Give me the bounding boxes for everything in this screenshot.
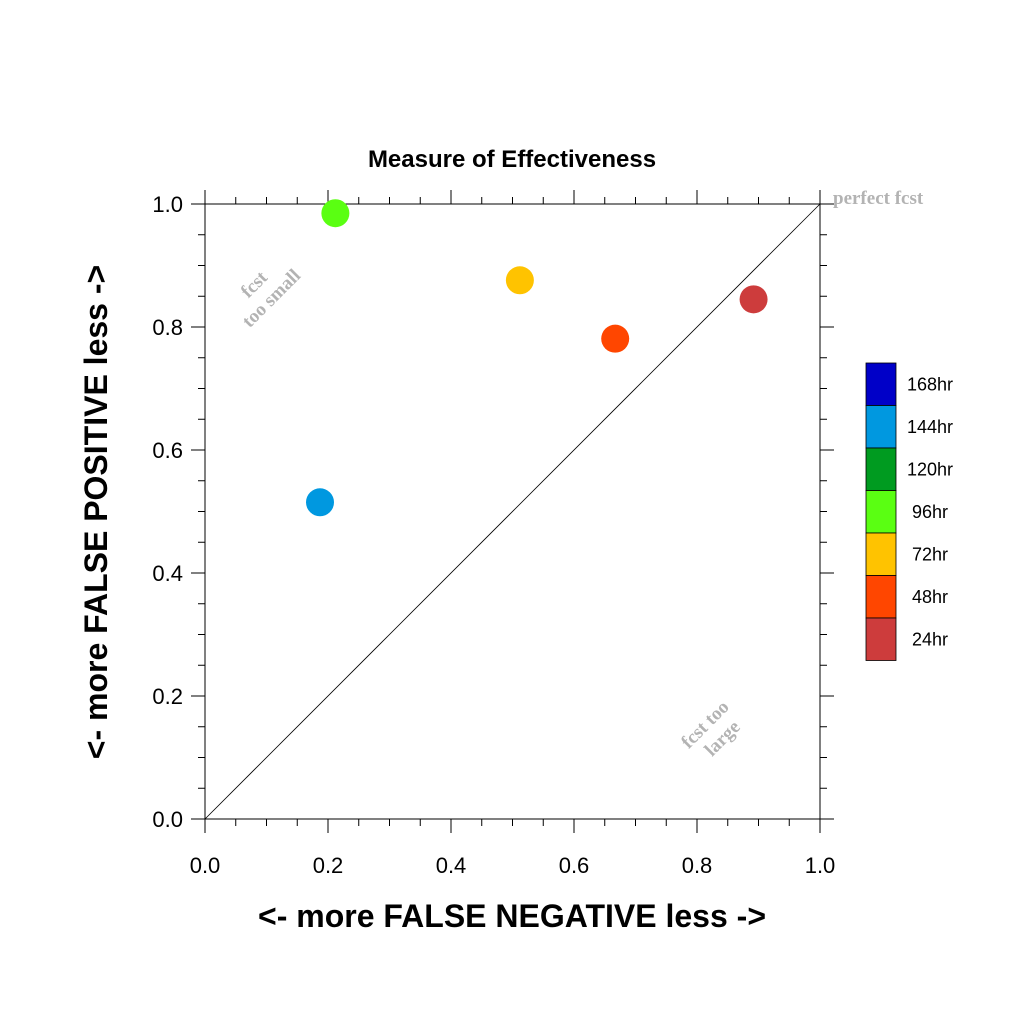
data-point-144hr [306,488,335,517]
legend-label-168hr: 168hr [907,374,953,394]
legend: 168hr 144hr 120hr 96hr 72hr 48hr 24hr [865,362,953,661]
y-tick-label: 0.4 [152,561,183,586]
data-points [306,199,768,517]
x-tick-label: 0.4 [436,853,467,878]
annotation-perfect-fcst: perfect fcst [833,188,924,209]
y-tick-label: 0.0 [152,807,183,832]
x-tick-label: 0.2 [313,853,344,878]
y-tick-label: 0.8 [152,315,183,340]
legend-swatch-24hr [865,617,897,661]
legend-swatch-168hr [865,362,897,406]
legend-label-48hr: 48hr [912,587,948,607]
annotations: fcst too small fcst too large perfect fc… [223,188,924,768]
data-point-24hr [739,285,768,314]
x-tick-label: 0.0 [190,853,221,878]
data-point-96hr [321,199,350,228]
y-tick-label: 1.0 [152,192,183,217]
legend-label-144hr: 144hr [907,417,953,437]
legend-label-24hr: 24hr [912,629,948,649]
x-tick-label: 0.6 [559,853,590,878]
legend-swatch-120hr [865,447,897,491]
legend-swatch-144hr [865,405,897,449]
x-tick-label: 0.8 [682,853,713,878]
axis-ticks [191,190,834,833]
data-point-48hr [601,324,630,353]
y-tick-label: 0.2 [152,684,183,709]
legend-label-120hr: 120hr [907,459,953,479]
data-point-72hr [505,266,534,295]
chart-title: Measure of Effectiveness [368,146,656,173]
annotation-fcst-too-large: fcst too large [677,693,752,768]
legend-swatch-72hr [865,532,897,576]
legend-label-96hr: 96hr [912,502,948,522]
legend-label-72hr: 72hr [912,544,948,564]
axis-tick-labels: 0.0 0.2 0.4 0.6 0.8 1.0 0.0 0.2 0.4 0.6 0.8 1.0 [152,192,835,878]
legend-swatch-48hr [865,575,897,619]
x-axis-label: <- more FALSE NEGATIVE less -> [258,898,766,934]
diagonal-reference-line [204,203,821,820]
y-axis-label: <- more FALSE POSITIVE less -> [78,265,114,759]
y-tick-label: 0.6 [152,438,183,463]
legend-swatch-96hr [865,490,897,534]
x-tick-label: 1.0 [805,853,836,878]
annotation-fcst-too-small: fcst too small [223,250,305,332]
